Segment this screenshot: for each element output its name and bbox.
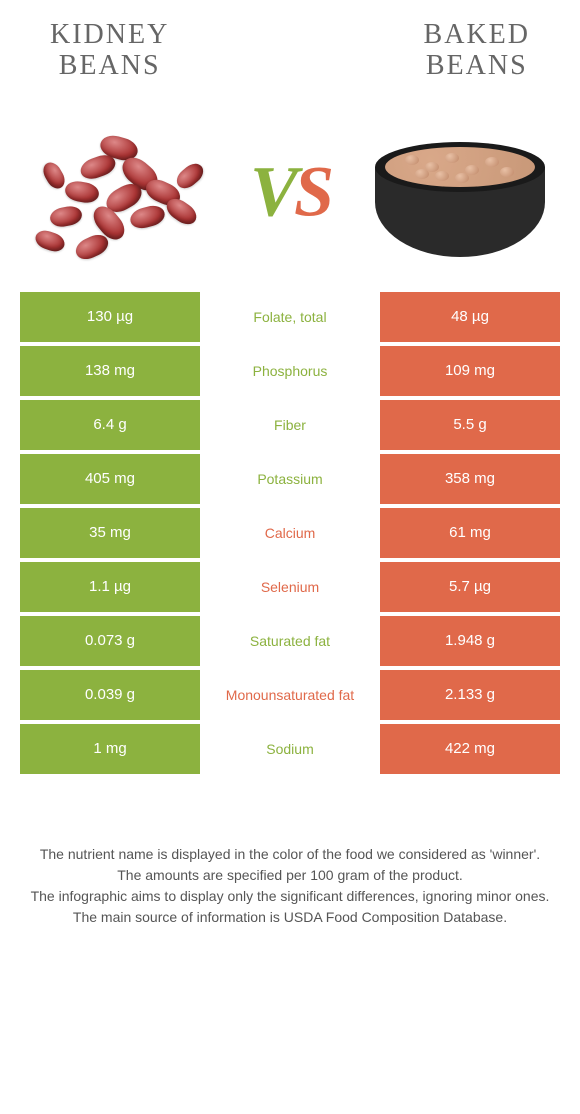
- vs-v: V: [250, 151, 294, 231]
- images-row: VS: [0, 92, 580, 292]
- right-value: 109 mg: [380, 346, 560, 396]
- nutrient-table: 130 µgFolate, total48 µg138 mgPhosphorus…: [20, 292, 560, 774]
- kidney-beans-image: [20, 107, 220, 267]
- nutrient-name: Folate, total: [200, 292, 380, 342]
- nutrient-name: Fiber: [200, 400, 380, 450]
- footer-line: The nutrient name is displayed in the co…: [20, 844, 560, 865]
- footer-line: The main source of information is USDA F…: [20, 907, 560, 928]
- left-value: 1.1 µg: [20, 562, 200, 612]
- vs-s: S: [294, 151, 330, 231]
- nutrient-name: Potassium: [200, 454, 380, 504]
- table-row: 1 mgSodium422 mg: [20, 724, 560, 774]
- title-line: BAKED: [424, 19, 530, 50]
- footer-line: The infographic aims to display only the…: [20, 886, 560, 907]
- vs-label: VS: [250, 150, 330, 233]
- footer-notes: The nutrient name is displayed in the co…: [20, 844, 560, 928]
- table-row: 35 mgCalcium61 mg: [20, 508, 560, 558]
- table-row: 6.4 gFiber5.5 g: [20, 400, 560, 450]
- nutrient-name: Calcium: [200, 508, 380, 558]
- table-row: 138 mgPhosphorus109 mg: [20, 346, 560, 396]
- left-value: 6.4 g: [20, 400, 200, 450]
- right-value: 5.7 µg: [380, 562, 560, 612]
- left-value: 1 mg: [20, 724, 200, 774]
- title-line: KIDNEY: [50, 19, 169, 50]
- right-value: 5.5 g: [380, 400, 560, 450]
- right-value: 2.133 g: [380, 670, 560, 720]
- right-value: 358 mg: [380, 454, 560, 504]
- title-line: BEANS: [426, 50, 528, 81]
- nutrient-name: Phosphorus: [200, 346, 380, 396]
- table-row: 0.073 gSaturated fat1.948 g: [20, 616, 560, 666]
- table-row: 130 µgFolate, total48 µg: [20, 292, 560, 342]
- right-value: 422 mg: [380, 724, 560, 774]
- header: KIDNEY BEANS BAKED BEANS: [0, 0, 580, 92]
- left-food-title: KIDNEY BEANS: [50, 20, 169, 82]
- title-line: BEANS: [59, 50, 161, 81]
- nutrient-name: Sodium: [200, 724, 380, 774]
- nutrient-name: Saturated fat: [200, 616, 380, 666]
- table-row: 1.1 µgSelenium5.7 µg: [20, 562, 560, 612]
- left-value: 0.039 g: [20, 670, 200, 720]
- left-value: 35 mg: [20, 508, 200, 558]
- left-value: 138 mg: [20, 346, 200, 396]
- right-food-title: BAKED BEANS: [424, 20, 530, 82]
- right-value: 61 mg: [380, 508, 560, 558]
- left-value: 130 µg: [20, 292, 200, 342]
- footer-line: The amounts are specified per 100 gram o…: [20, 865, 560, 886]
- right-value: 1.948 g: [380, 616, 560, 666]
- table-row: 0.039 gMonounsaturated fat2.133 g: [20, 670, 560, 720]
- nutrient-name: Selenium: [200, 562, 380, 612]
- baked-beans-image: [360, 107, 560, 267]
- left-value: 405 mg: [20, 454, 200, 504]
- nutrient-name: Monounsaturated fat: [200, 670, 380, 720]
- table-row: 405 mgPotassium358 mg: [20, 454, 560, 504]
- right-value: 48 µg: [380, 292, 560, 342]
- left-value: 0.073 g: [20, 616, 200, 666]
